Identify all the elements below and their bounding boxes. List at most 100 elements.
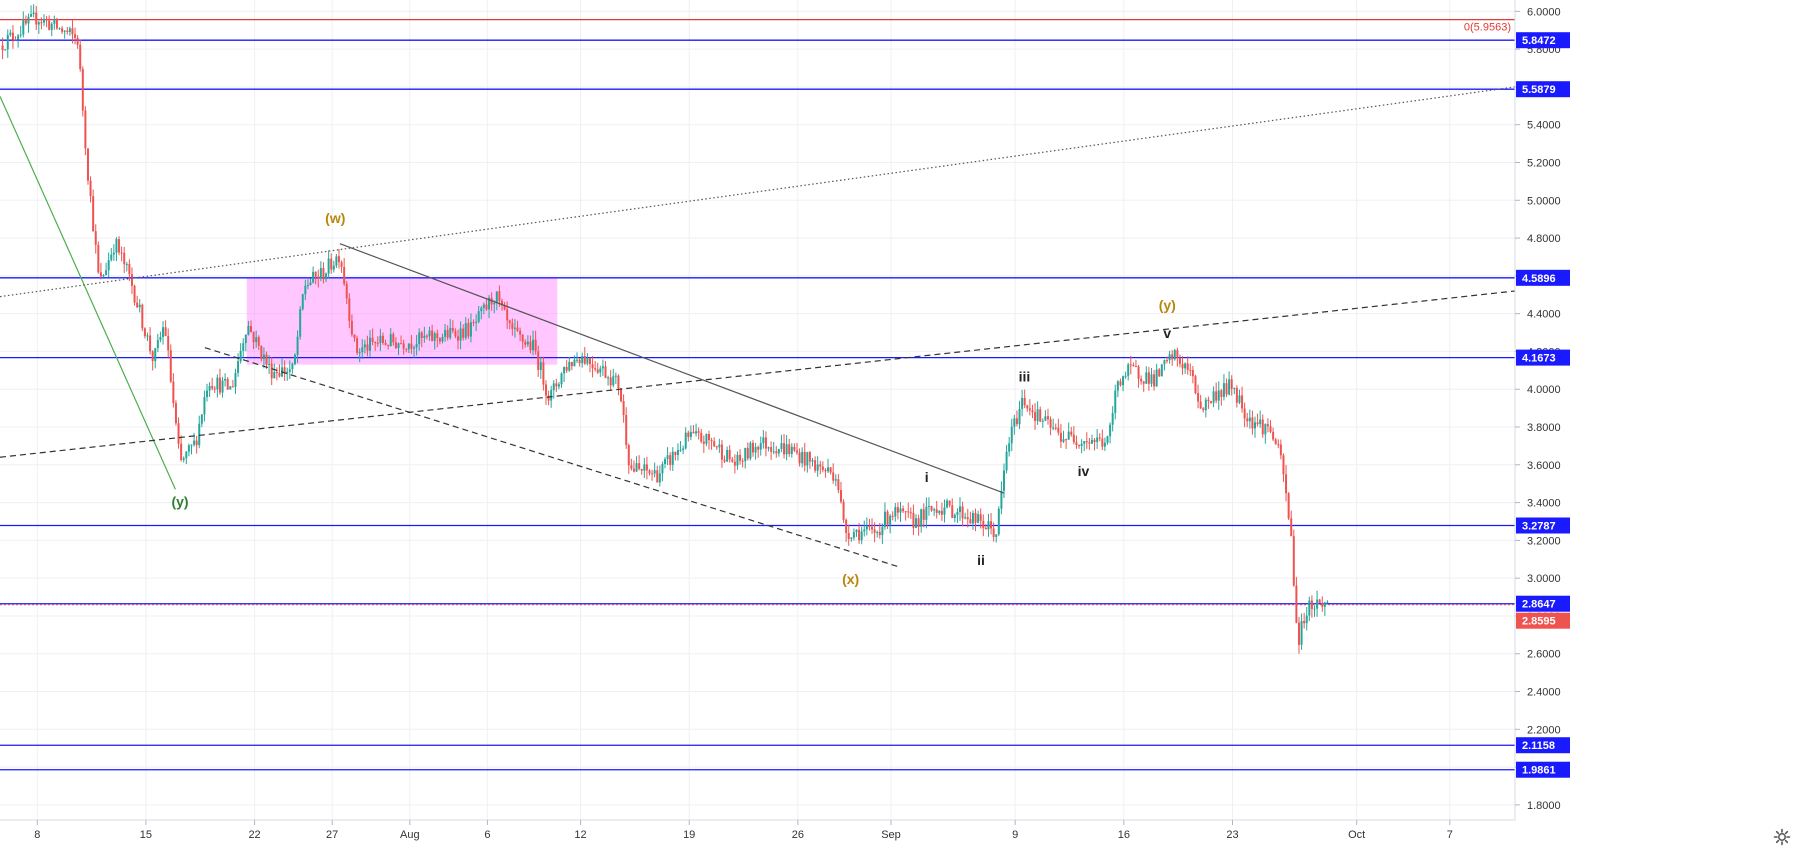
candle-body bbox=[1052, 427, 1055, 429]
candle-body bbox=[731, 459, 734, 462]
price-axis[interactable]: 6.00005.80005.60005.40005.20005.00004.80… bbox=[1514, 0, 1820, 850]
candle-body bbox=[19, 34, 22, 36]
candle-body bbox=[50, 23, 53, 30]
candle-body bbox=[790, 446, 793, 454]
candle-body bbox=[1212, 391, 1215, 403]
candle-body bbox=[1238, 395, 1241, 403]
candle-body bbox=[376, 342, 379, 344]
candle-body bbox=[244, 334, 247, 344]
candle-body bbox=[839, 490, 842, 502]
candle-body bbox=[808, 452, 811, 462]
candle-body bbox=[304, 285, 307, 295]
time-axis[interactable]: 8 15 22 27 Aug 6 12 19 26 Sep 9 16 23 Oct 7 bbox=[0, 819, 1820, 850]
candle-body bbox=[286, 371, 289, 374]
candle-body bbox=[1000, 490, 1003, 509]
candle-body bbox=[454, 330, 457, 337]
candle-body bbox=[1181, 363, 1184, 369]
candle-body bbox=[84, 110, 87, 149]
candle-body bbox=[1093, 439, 1096, 443]
candle-body bbox=[195, 440, 198, 446]
candle-body bbox=[757, 446, 760, 450]
candle-body bbox=[630, 465, 633, 469]
candle-body bbox=[337, 256, 340, 263]
candle-body bbox=[211, 386, 214, 389]
candle-body bbox=[327, 258, 330, 274]
candle-body bbox=[1134, 366, 1137, 368]
candle-body bbox=[940, 510, 943, 515]
candle-body bbox=[542, 362, 545, 385]
candle-body bbox=[242, 343, 245, 351]
candle-body bbox=[299, 309, 302, 337]
candle-body bbox=[353, 334, 356, 339]
candle-body bbox=[482, 304, 485, 308]
candle-body bbox=[661, 463, 664, 474]
candle-body bbox=[252, 332, 255, 343]
candle-body bbox=[472, 322, 475, 324]
candle-body bbox=[612, 376, 615, 386]
level-price-label: 4.1673 bbox=[1522, 353, 1556, 365]
candle-body bbox=[635, 463, 638, 472]
candle-body bbox=[516, 327, 519, 331]
candle-body bbox=[1191, 370, 1194, 377]
price-tick-label: 3.6000 bbox=[1527, 460, 1561, 472]
candle-body bbox=[762, 437, 765, 444]
candle-body bbox=[154, 348, 157, 362]
candle-body bbox=[115, 239, 118, 253]
candle-body bbox=[806, 452, 809, 466]
candle-body bbox=[174, 403, 177, 424]
candle-body bbox=[682, 448, 685, 450]
candle-body bbox=[607, 377, 610, 379]
candle-body bbox=[591, 364, 594, 369]
candle-body bbox=[102, 275, 105, 277]
candle-body bbox=[356, 338, 359, 353]
candle-body bbox=[180, 443, 183, 460]
candle-body bbox=[868, 525, 871, 528]
candle-body bbox=[643, 464, 646, 471]
candle-body bbox=[1067, 431, 1070, 440]
candle-body bbox=[27, 16, 30, 24]
candle-body bbox=[783, 443, 786, 455]
candle-body bbox=[81, 69, 84, 111]
level-price-label: 5.5879 bbox=[1522, 84, 1556, 96]
candle-body bbox=[969, 519, 972, 524]
candle-body bbox=[436, 333, 439, 339]
candle-body bbox=[915, 518, 918, 528]
candle-body bbox=[948, 500, 951, 506]
candle-body bbox=[459, 328, 462, 341]
candle-body bbox=[894, 507, 897, 517]
candle-body bbox=[469, 322, 472, 337]
level-price-tag bbox=[1516, 32, 1570, 49]
gear-icon[interactable] bbox=[1770, 826, 1794, 848]
candle-body bbox=[956, 511, 959, 515]
candle-body bbox=[700, 432, 703, 442]
candle-body bbox=[547, 395, 550, 401]
candle-body bbox=[107, 260, 110, 271]
candle-body bbox=[1132, 364, 1135, 367]
candle-body bbox=[112, 252, 115, 255]
candle-body bbox=[599, 368, 602, 373]
candle-body bbox=[1034, 412, 1037, 421]
price-tick-label: 1.8000 bbox=[1527, 800, 1561, 812]
candle-body bbox=[159, 337, 162, 340]
candle-body bbox=[664, 459, 667, 464]
candle-body bbox=[1310, 600, 1313, 609]
trend-line bbox=[0, 290, 1516, 458]
candle-body bbox=[1054, 427, 1057, 429]
candle-body bbox=[855, 529, 858, 533]
candle-body bbox=[1008, 443, 1011, 452]
candle-body bbox=[557, 384, 560, 387]
candle-body bbox=[581, 356, 584, 364]
candle-body bbox=[751, 442, 754, 453]
candle-body bbox=[48, 20, 51, 30]
trend-line bbox=[204, 347, 899, 568]
candle-body bbox=[770, 447, 773, 452]
candle-body bbox=[601, 366, 604, 369]
candle-body bbox=[1023, 397, 1026, 406]
level-price-tag bbox=[1516, 81, 1570, 98]
candle-body bbox=[400, 343, 403, 345]
candle-body bbox=[278, 373, 281, 377]
candle-body bbox=[151, 351, 154, 362]
candle-body bbox=[433, 333, 436, 341]
